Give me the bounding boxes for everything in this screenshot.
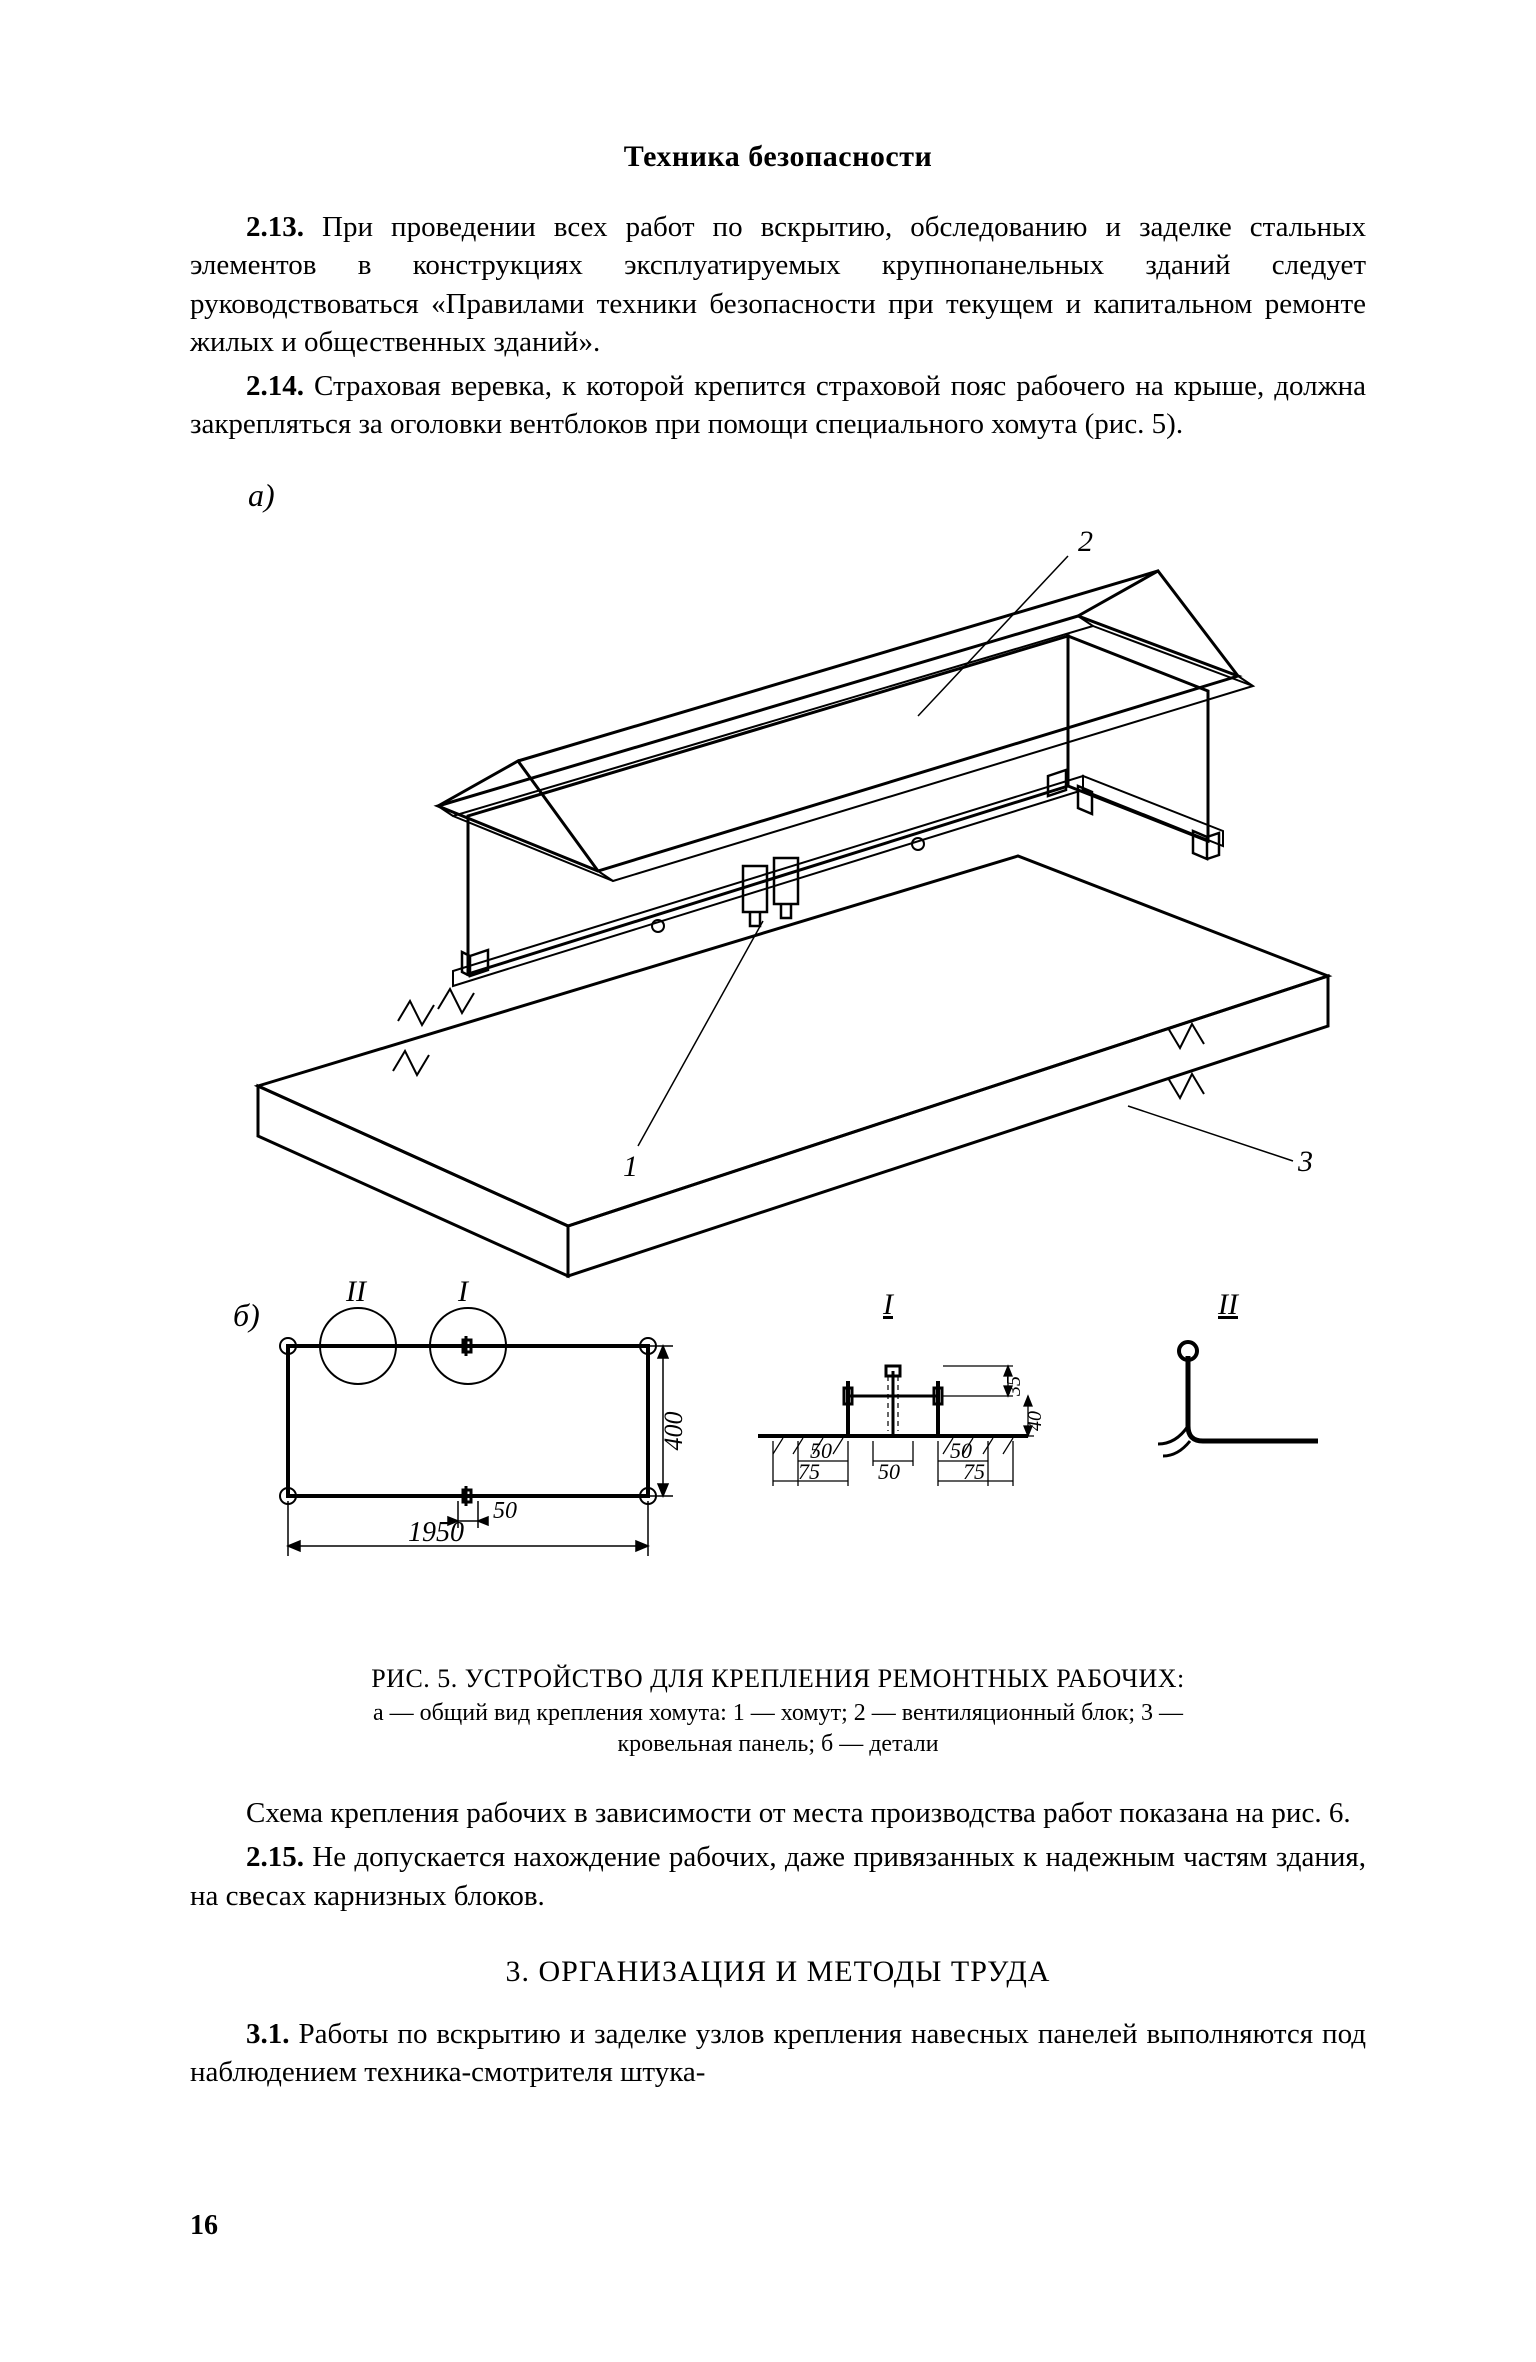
paragraph-2-15: 2.15. Не допускается нахождение рабочих,… — [190, 1838, 1366, 1915]
paragraph-2-14: 2.14. Страховая веревка, к которой крепи… — [190, 367, 1366, 444]
dim-35: 35 — [1003, 1376, 1025, 1397]
dim-40: 40 — [1024, 1411, 1046, 1431]
dim-75b: 75 — [963, 1459, 985, 1484]
label-a: а) — [248, 477, 275, 513]
page-container: Техника безопасности 2.13. При проведени… — [0, 0, 1536, 2362]
section-title: Техника безопасности — [190, 140, 1366, 174]
detail-label-I: I — [457, 1275, 470, 1308]
paragraph-2-13: 2.13. При проведении всех работ по вскры… — [190, 208, 1366, 361]
para-number: 2.14. — [246, 370, 304, 402]
detail-I-title: I — [882, 1288, 895, 1321]
paragraph-3-1: 3.1. Работы по вскрытию и заделке узлов … — [190, 2015, 1366, 2092]
callout-3: 3 — [1297, 1145, 1313, 1178]
figure-caption-title: РИС. 5. УСТРОЙСТВО ДЛЯ КРЕПЛЕНИЯ РЕМОНТН… — [190, 1664, 1366, 1694]
section-heading-3: 3. ОРГАНИЗАЦИЯ И МЕТОДЫ ТРУДА — [190, 1955, 1366, 1989]
callout-1: 1 — [623, 1150, 638, 1183]
paragraph-after-fig: Схема крепления рабочих в зависимости от… — [190, 1794, 1366, 1832]
caption-line-1: а — общий вид крепления хомута: 1 — хому… — [373, 1700, 1183, 1726]
para-text: Не допускается нахождение рабочих, даже … — [190, 1841, 1366, 1911]
figure-caption-sub: а — общий вид крепления хомута: 1 — хому… — [190, 1698, 1366, 1760]
figure-svg: а) — [198, 466, 1358, 1636]
caption-line-2: кровельная панель; б — детали — [617, 1731, 938, 1757]
dim-75a: 75 — [798, 1459, 820, 1484]
para-number: 3.1. — [246, 2018, 290, 2050]
dim-50b: 50 — [878, 1459, 900, 1484]
para-number: 2.13. — [246, 211, 304, 243]
detail-label-II: II — [345, 1275, 368, 1308]
dim-400: 400 — [659, 1411, 688, 1450]
para-text: Страховая веревка, к которой крепится ст… — [190, 370, 1366, 440]
para-number: 2.15. — [246, 1841, 304, 1873]
figure-5: а) — [190, 466, 1366, 1760]
para-text: Схема крепления рабочих в зависимости от… — [246, 1797, 1351, 1829]
para-text: При проведении всех работ по вскрытию, о… — [190, 211, 1366, 358]
detail-II-title: II — [1217, 1288, 1240, 1321]
para-text: Работы по вскрытию и заделке узлов крепл… — [190, 2018, 1366, 2088]
page-number: 16 — [190, 2210, 218, 2242]
label-b: б) — [233, 1297, 260, 1333]
dim-50: 50 — [493, 1498, 517, 1524]
callout-2: 2 — [1078, 525, 1093, 558]
